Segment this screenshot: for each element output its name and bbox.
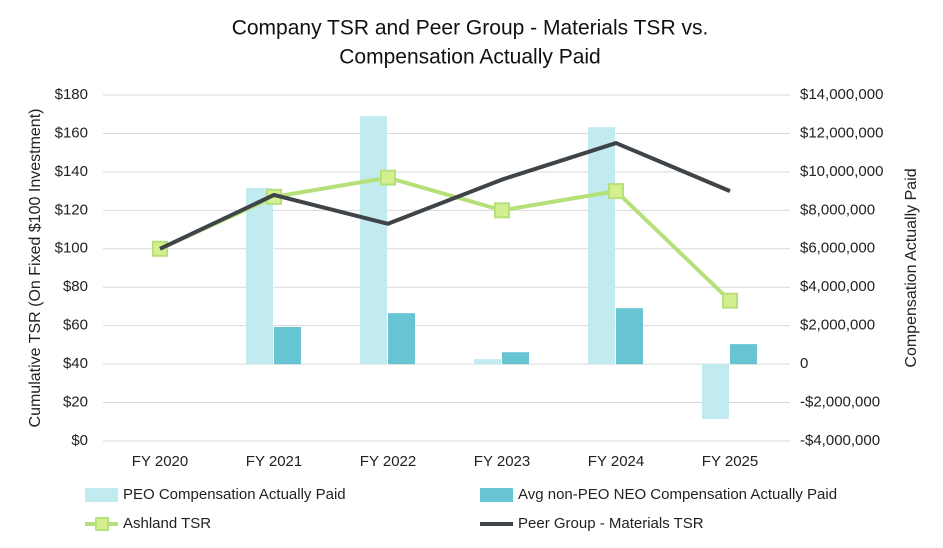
y-tick-label: $80 xyxy=(63,278,88,295)
y-tick-label: $40 xyxy=(63,355,88,372)
bar xyxy=(246,188,273,365)
y2-tick-label: $12,000,000 xyxy=(800,124,883,141)
bar xyxy=(616,308,643,365)
line xyxy=(159,141,731,251)
y-tick-label: $160 xyxy=(55,124,88,141)
legend-label: PEO Compensation Actually Paid xyxy=(123,486,346,503)
bar xyxy=(274,327,301,365)
y-tick-label: $120 xyxy=(55,201,88,218)
y-tick-label: $20 xyxy=(63,394,88,411)
bar xyxy=(730,344,757,365)
legend-swatch xyxy=(85,488,118,502)
y2-tick-label: $4,000,000 xyxy=(800,278,875,295)
y2-tick-label: -$4,000,000 xyxy=(800,432,880,449)
legend-label: Avg non-PEO NEO Compensation Actually Pa… xyxy=(518,486,837,503)
marker xyxy=(608,183,624,200)
y2-tick-label: $10,000,000 xyxy=(800,163,883,180)
legend-label: Peer Group - Materials TSR xyxy=(518,515,704,532)
legend-marker xyxy=(95,517,109,531)
y2-tick-label: -$2,000,000 xyxy=(800,394,880,411)
y2-tick-label: $14,000,000 xyxy=(800,86,883,103)
bar xyxy=(588,127,615,365)
y2-tick-label: 0 xyxy=(800,355,808,372)
y-axis-title: Cumulative TSR (On Fixed $100 Investment… xyxy=(27,109,44,428)
bar xyxy=(502,352,529,365)
bar xyxy=(474,359,501,365)
x-tick-label: FY 2021 xyxy=(246,453,302,470)
x-tick-label: FY 2023 xyxy=(474,453,530,470)
x-tick-label: FY 2020 xyxy=(132,453,188,470)
y2-tick-label: $2,000,000 xyxy=(800,317,875,334)
y-tick-label: $100 xyxy=(55,240,88,257)
line xyxy=(159,175,732,303)
bar xyxy=(702,364,729,420)
x-tick-label: FY 2025 xyxy=(702,453,758,470)
chart-title: Compensation Actually Paid xyxy=(339,46,601,69)
y-tick-label: $60 xyxy=(63,317,88,334)
legend-label: Ashland TSR xyxy=(123,515,211,532)
marker xyxy=(722,292,738,309)
y2-axis-title: Compensation Actually Paid xyxy=(903,168,920,367)
y-tick-label: $0 xyxy=(71,432,88,449)
marker xyxy=(494,202,510,219)
y2-tick-label: $8,000,000 xyxy=(800,201,875,218)
x-tick-label: FY 2022 xyxy=(360,453,416,470)
marker xyxy=(380,169,396,186)
y-tick-label: $180 xyxy=(55,86,88,103)
y2-tick-label: $6,000,000 xyxy=(800,240,875,257)
bar xyxy=(360,116,387,365)
bar xyxy=(388,313,415,365)
chart-title: Company TSR and Peer Group - Materials T… xyxy=(232,17,709,40)
x-tick-label: FY 2024 xyxy=(588,453,644,470)
legend-swatch xyxy=(480,488,513,502)
y-tick-label: $140 xyxy=(55,163,88,180)
